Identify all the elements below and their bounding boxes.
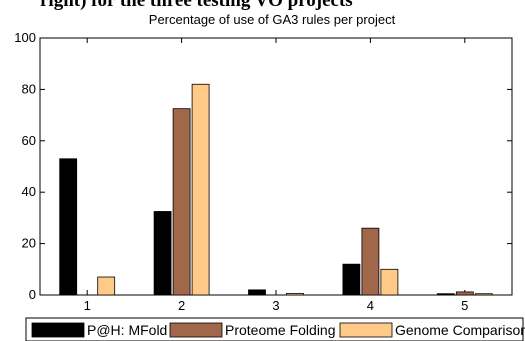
legend-label: Genome Comparison — [395, 322, 525, 338]
bar-p-h-mfold-cat-1 — [59, 158, 78, 296]
bar-p-h-mfold-cat-4 — [342, 263, 361, 296]
legend-swatch — [339, 322, 393, 338]
bar-p-h-mfold-cat-2 — [153, 211, 172, 296]
legend-swatch — [31, 322, 85, 338]
bar-proteome-folding-cat-2 — [172, 108, 191, 296]
bar-genome-comparison-cat-3 — [286, 293, 304, 296]
legend: P@H: MFold Proteome Folding Genome Compari… — [25, 317, 525, 341]
x-tick-label: 1 — [84, 298, 91, 313]
y-tick-label: 0 — [29, 287, 36, 302]
legend-label: Proteome Folding — [225, 322, 336, 338]
y-tick-label: 60 — [22, 133, 36, 148]
x-tick-label: 2 — [178, 298, 185, 313]
plot-area: 0 20 40 60 80 100 1 2 3 4 5 — [14, 30, 513, 313]
bar-p-h-mfold-cat-5 — [436, 293, 455, 296]
y-tick-label: 40 — [22, 184, 36, 199]
bar-proteome-folding-cat-5 — [455, 291, 474, 296]
chart-title: Percentage of use of GA3 rules per proje… — [149, 12, 396, 27]
legend-swatch — [169, 322, 223, 338]
legend-box — [25, 317, 524, 341]
x-tick-label: 3 — [272, 298, 279, 313]
y-tick-label: 20 — [22, 236, 36, 251]
bar-genome-comparison-cat-1 — [97, 276, 116, 296]
axes-box — [39, 37, 513, 296]
legend-label: P@H: MFold — [87, 322, 167, 338]
bar-proteome-folding-cat-4 — [361, 227, 380, 296]
x-tick-label: 4 — [367, 298, 374, 313]
bar-genome-comparison-cat-4 — [380, 268, 399, 296]
y-tick-label: 80 — [22, 81, 36, 96]
page-header-fragment: right) for the three testing VO projects — [40, 0, 353, 11]
bar-genome-comparison-cat-2 — [191, 83, 210, 296]
y-tick-label: 100 — [14, 30, 36, 45]
bar-p-h-mfold-cat-3 — [248, 289, 266, 296]
x-tick-label: 5 — [461, 298, 468, 313]
bar-genome-comparison-cat-5 — [474, 293, 493, 296]
